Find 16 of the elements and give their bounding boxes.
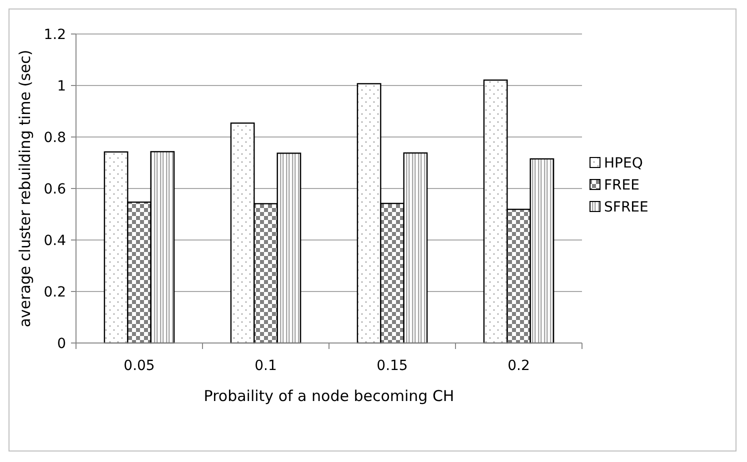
y-axis-title: average cluster rebuilding time (sec) <box>16 50 34 328</box>
y-tick-label: 1.2 <box>44 26 66 43</box>
legend-label: FREE <box>604 177 640 194</box>
y-tick-label: 0.4 <box>44 232 66 249</box>
y-tick-label: 0 <box>57 336 66 352</box>
y-tick-label: 0.6 <box>44 181 66 198</box>
x-tick-label: 0.15 <box>376 358 408 374</box>
x-tick-label: 0.05 <box>124 358 155 374</box>
y-tick-label: 0.2 <box>44 284 66 300</box>
y-tick-label: 0.8 <box>44 130 66 146</box>
y-tick-label: 1 <box>57 78 66 94</box>
x-axis-title: Probaility of a node becoming CH <box>204 387 454 405</box>
legend-label: HPEQ <box>604 155 643 172</box>
x-tick-label: 0.2 <box>508 358 530 374</box>
x-tick-label: 0.1 <box>254 358 277 374</box>
legend-label: SFREE <box>604 199 648 216</box>
